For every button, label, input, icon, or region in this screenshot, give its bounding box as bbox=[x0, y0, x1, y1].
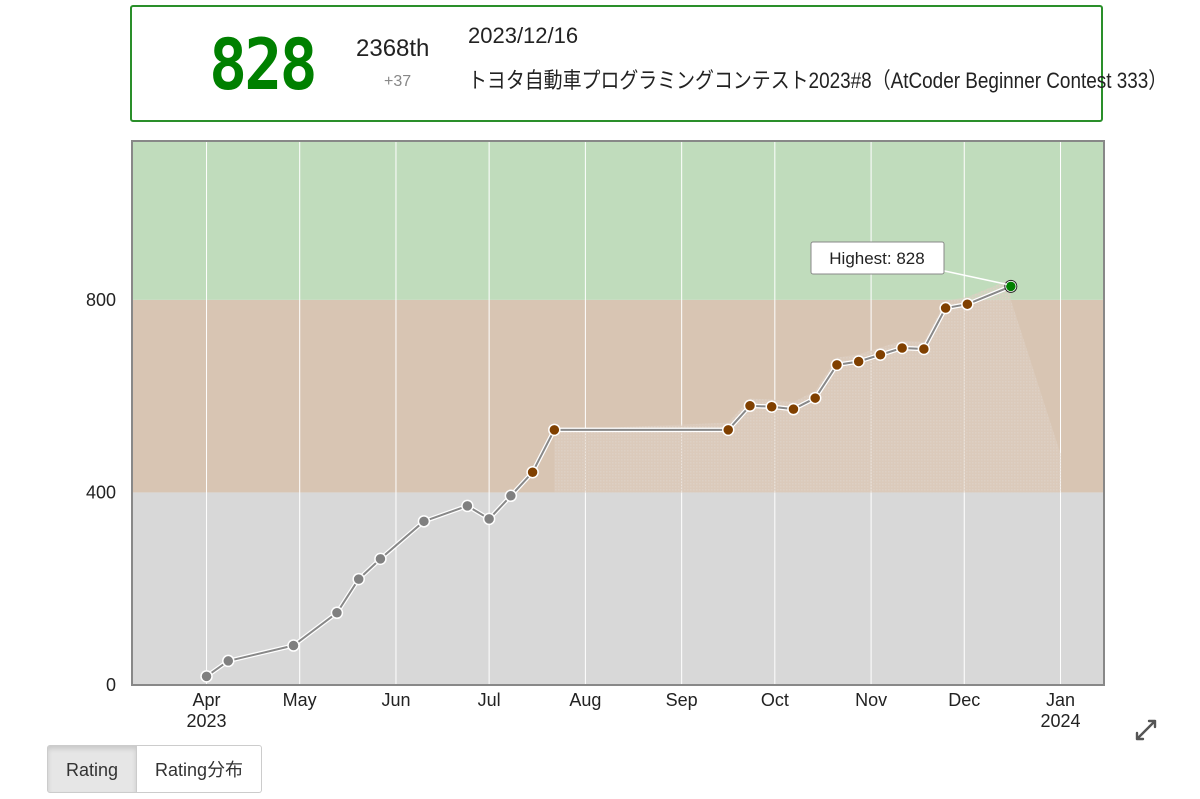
x-tick-sublabel-9: 2024 bbox=[1041, 711, 1081, 731]
x-tick-label-9: Jan bbox=[1046, 690, 1075, 710]
expand-icon[interactable] bbox=[1134, 718, 1158, 742]
status-box: 828 2368th +37 2023/12/16 トヨタ自動車プログラミングコ… bbox=[130, 5, 1167, 122]
highest-label: Highest: 828 bbox=[829, 249, 924, 268]
rating-point-5 bbox=[374, 552, 387, 566]
rating-band-0 bbox=[132, 492, 1104, 685]
y-tick-label-1: 400 bbox=[86, 482, 116, 502]
x-tick-label-2: Jun bbox=[381, 690, 410, 710]
contest-date: 2023/12/16 bbox=[468, 23, 579, 48]
rating-point-3 bbox=[330, 606, 344, 620]
rating-point-9 bbox=[504, 489, 518, 503]
rating-point-12 bbox=[721, 423, 735, 437]
x-tick-label-6: Oct bbox=[761, 690, 789, 710]
rating-point-11 bbox=[548, 423, 561, 437]
rating-point-10 bbox=[526, 465, 539, 479]
rating-point-24 bbox=[1004, 280, 1018, 293]
rating-value: 828 bbox=[209, 24, 317, 106]
rating-point-0 bbox=[200, 670, 213, 683]
x-tick-label-1: May bbox=[283, 690, 317, 710]
rating-point-14 bbox=[765, 400, 778, 413]
plot-frame bbox=[131, 140, 1105, 686]
rating-point-8 bbox=[482, 512, 496, 526]
tab-rating[interactable]: Rating bbox=[47, 745, 138, 793]
x-tick-label-3: Jul bbox=[478, 690, 501, 710]
highest-pointer bbox=[939, 269, 1007, 286]
x-tick-sublabel-0: 2023 bbox=[187, 711, 227, 731]
x-tick-label-4: Aug bbox=[569, 690, 601, 710]
rating-point-15 bbox=[787, 402, 800, 416]
x-tick-label-8: Dec bbox=[948, 690, 980, 710]
rating-point-17 bbox=[830, 358, 844, 372]
rating-point-23 bbox=[961, 297, 974, 311]
rating-point-19 bbox=[874, 348, 887, 361]
rating-point-2 bbox=[287, 639, 300, 652]
rating-point-13 bbox=[743, 399, 757, 413]
rating-point-21 bbox=[917, 342, 931, 356]
rating-point-22 bbox=[939, 301, 952, 315]
x-tick-label-7: Nov bbox=[855, 690, 887, 710]
rating-diff: +37 bbox=[384, 73, 412, 90]
rating-band-2 bbox=[132, 141, 1104, 300]
rating-point-20 bbox=[895, 341, 909, 355]
rating-point-6 bbox=[417, 515, 431, 528]
y-tick-label-2: 800 bbox=[86, 290, 116, 310]
y-tick-label-0: 0 bbox=[106, 675, 116, 695]
rating-point-1 bbox=[222, 654, 235, 668]
rating-point-18 bbox=[852, 355, 865, 368]
tab-rating-distribution[interactable]: Rating分布 bbox=[137, 745, 263, 793]
chart-tabs: Rating Rating分布 bbox=[47, 745, 263, 793]
x-tick-label-0: Apr bbox=[193, 690, 221, 710]
highest-callout bbox=[810, 241, 945, 275]
rating-point-highlight bbox=[1004, 279, 1018, 293]
rating-point-4 bbox=[352, 572, 365, 586]
x-tick-label-5: Sep bbox=[666, 690, 698, 710]
rank: 2368th bbox=[356, 35, 430, 62]
rating-point-16 bbox=[808, 391, 822, 405]
rating-point-7 bbox=[461, 499, 474, 513]
contest-name[interactable]: トヨタ自動車プログラミングコンテスト2023#8（AtCoder Beginne… bbox=[468, 68, 1168, 93]
